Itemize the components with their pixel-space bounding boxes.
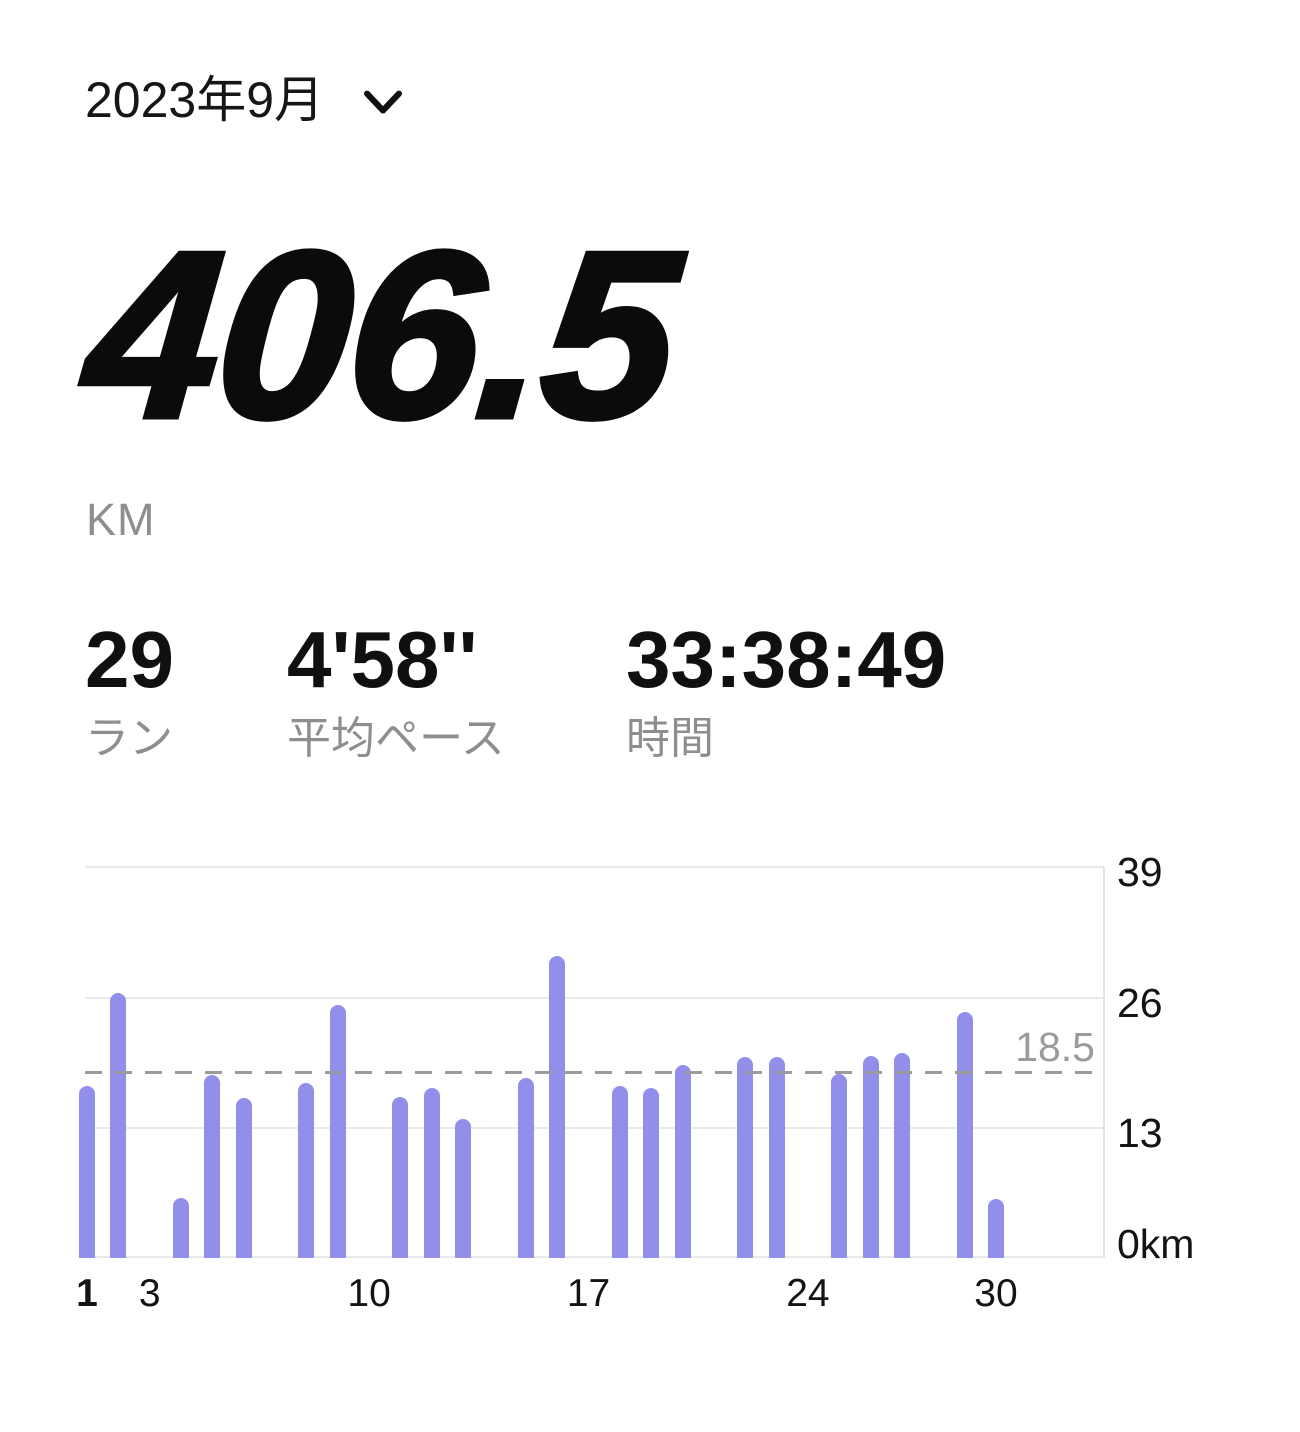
stat-avg-pace-label: 平均ペース xyxy=(287,714,505,763)
chart-bar-day-26[interactable] xyxy=(862,1055,879,1258)
gridline-26 xyxy=(85,996,1105,999)
chart-bar-day-16[interactable] xyxy=(549,956,566,1258)
chart-bar-day-23[interactable] xyxy=(768,1056,785,1258)
gridline-39 xyxy=(85,866,1105,868)
chart-bar-day-6[interactable] xyxy=(235,1098,252,1258)
month-label: 2023年9月 xyxy=(85,72,325,128)
chart-bar-day-2[interactable] xyxy=(110,992,127,1258)
y-axis-label-0: 0km xyxy=(1117,1221,1195,1267)
stat-avg-pace-value: 4'58'' xyxy=(287,615,478,704)
daily-distance-chart: 39 26 13 0km 18.5 1 3 10 17 24 30 xyxy=(76,852,1194,1314)
y-axis-label-26: 26 xyxy=(1117,979,1163,1026)
stat-runs-label: ラン xyxy=(85,714,173,763)
month-selector[interactable]: 2023年9月 xyxy=(85,70,404,130)
x-axis-label-10: 10 xyxy=(347,1272,391,1315)
y-axis-label-39: 39 xyxy=(1117,849,1163,895)
chart-bar-day-13[interactable] xyxy=(455,1119,472,1258)
chart-bar-day-15[interactable] xyxy=(517,1078,534,1258)
chart-bar-day-1[interactable] xyxy=(79,1086,95,1258)
chart-bar-day-12[interactable] xyxy=(423,1088,440,1258)
chart-bar-day-5[interactable] xyxy=(204,1075,221,1258)
y-axis-label-13: 13 xyxy=(1117,1110,1163,1157)
average-line-label: 18.5 xyxy=(1015,1024,1095,1071)
chart-plot-area: 39 26 13 0km 18.5 1 3 10 17 24 30 xyxy=(76,852,1194,1314)
gridline-0 xyxy=(85,1256,1105,1258)
chart-bar-day-25[interactable] xyxy=(831,1074,848,1258)
stat-runs-value: 29 xyxy=(85,615,174,704)
chart-bar-day-11[interactable] xyxy=(392,1097,409,1258)
chevron-down-icon[interactable] xyxy=(362,88,404,118)
chart-bar-day-30[interactable] xyxy=(988,1198,1004,1258)
chart-right-border xyxy=(1103,866,1105,1258)
average-line xyxy=(85,1071,1105,1075)
chart-bar-day-27[interactable] xyxy=(893,1052,910,1258)
chart-bar-day-4[interactable] xyxy=(173,1197,190,1258)
chart-bar-day-8[interactable] xyxy=(298,1083,315,1258)
chart-bar-day-19[interactable] xyxy=(643,1088,660,1258)
x-axis-label-1: 1 xyxy=(76,1272,98,1315)
x-axis-label-3: 3 xyxy=(138,1272,161,1315)
total-distance-value: 406.5 xyxy=(74,201,688,471)
stat-time-label: 時間 xyxy=(626,714,714,763)
x-axis-label-30: 30 xyxy=(974,1272,1018,1315)
chart-bar-day-22[interactable] xyxy=(737,1056,754,1258)
x-axis-label-24: 24 xyxy=(786,1272,830,1315)
chart-bar-day-18[interactable] xyxy=(611,1086,628,1258)
chart-bar-day-9[interactable] xyxy=(329,1004,346,1258)
chart-bar-day-29[interactable] xyxy=(956,1011,973,1258)
x-axis-label-17: 17 xyxy=(566,1272,611,1315)
stat-time-value: 33:38:49 xyxy=(626,615,947,704)
distance-unit-label: KM xyxy=(86,494,156,545)
gridline-13 xyxy=(85,1127,1105,1130)
chart-bar-day-20[interactable] xyxy=(674,1065,691,1258)
